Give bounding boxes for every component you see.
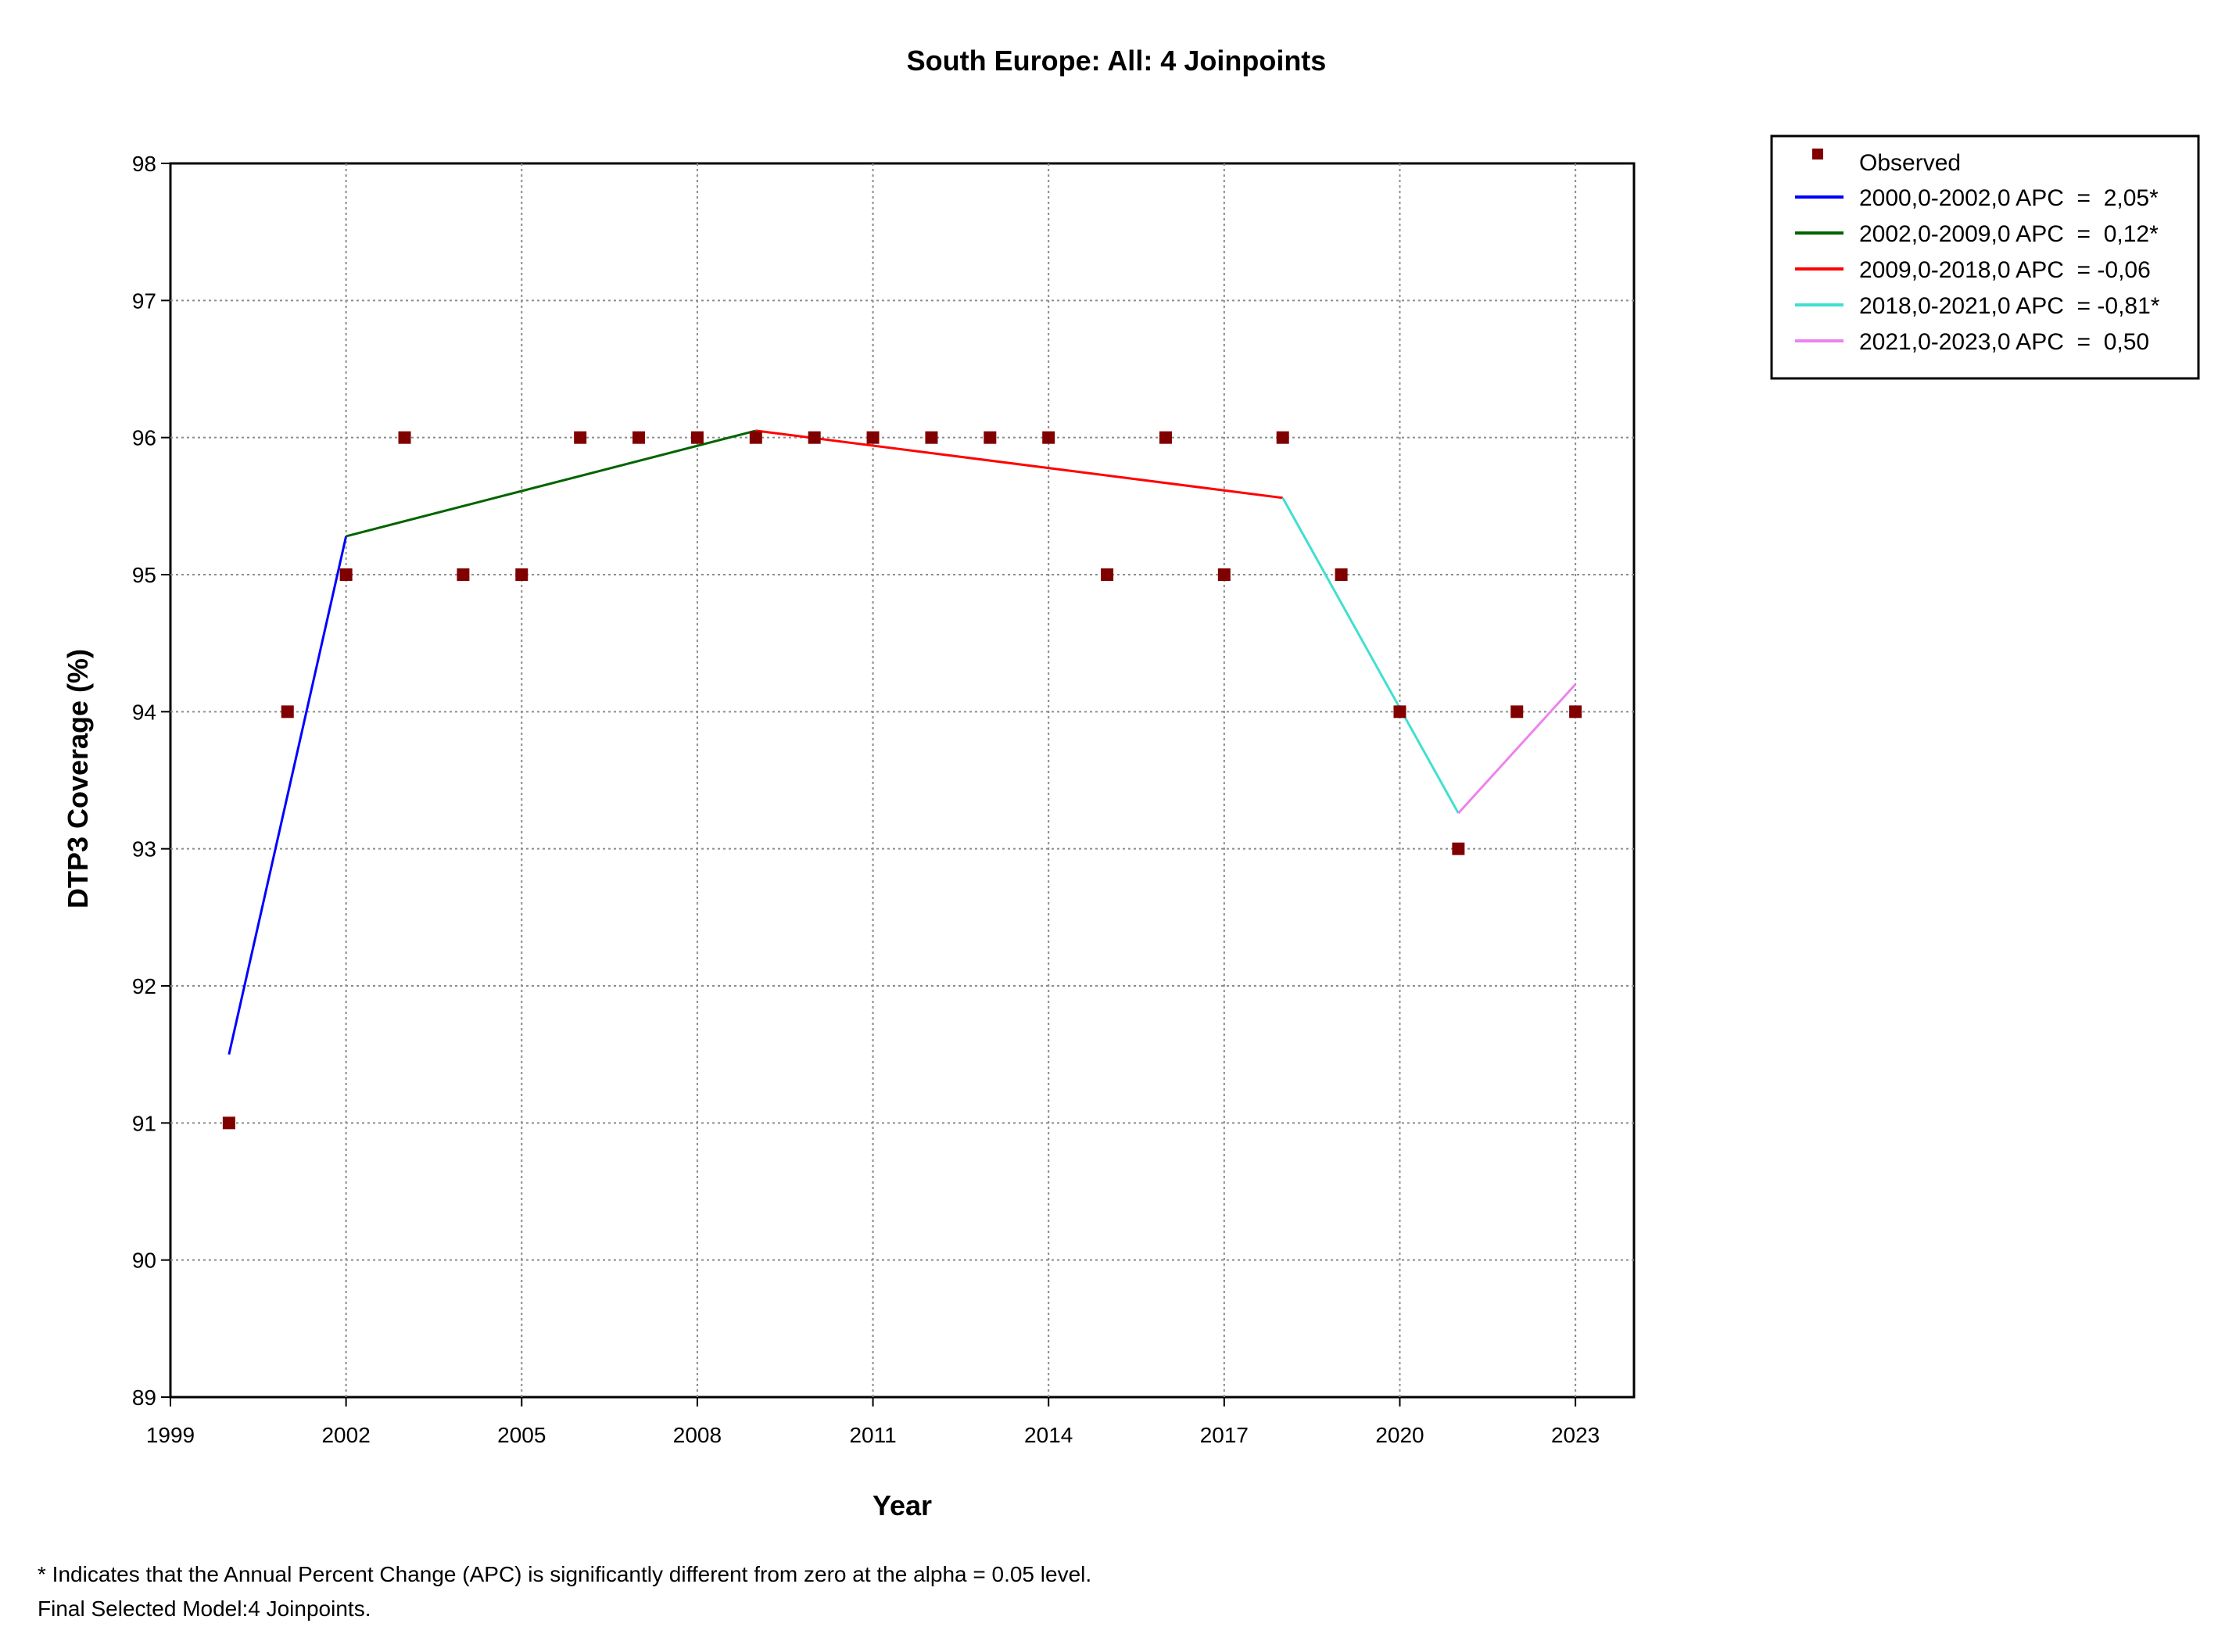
x-tick-label: 2014 (1024, 1423, 1073, 1447)
trend-lines (228, 429, 1577, 1055)
observed-point (281, 705, 294, 718)
observed-point (866, 431, 880, 444)
observed-point (1042, 431, 1055, 444)
trend-segment (755, 429, 1283, 500)
observed-points (222, 431, 1582, 1130)
legend-label: 2021,0-2023,0 APC = 0,50 (1859, 329, 2149, 355)
observed-point (1452, 842, 1465, 855)
observed-point (984, 431, 997, 444)
y-tick-label: 98 (132, 152, 156, 176)
observed-point (1276, 431, 1289, 444)
x-tick-label: 2005 (497, 1423, 546, 1447)
observed-point (808, 431, 821, 444)
y-tick-label: 92 (132, 974, 156, 998)
y-tick-label: 95 (132, 563, 156, 587)
legend-label: 2000,0-2002,0 APC = 2,05* (1859, 185, 2159, 211)
observed-point (1510, 705, 1524, 718)
y-tick-label: 97 (132, 288, 156, 313)
observed-point (398, 431, 411, 444)
observed-point (1159, 431, 1172, 444)
x-tick-label: 2017 (1200, 1423, 1249, 1447)
x-tick-label: 2023 (1551, 1423, 1600, 1447)
legend-marker-observed (1812, 149, 1823, 159)
y-tick-label: 93 (132, 837, 156, 862)
legend-label: 2009,0-2018,0 APC = -0,06 (1859, 257, 2151, 283)
trend-segment (228, 536, 348, 1055)
observed-point (339, 568, 353, 581)
x-tick-label: 2008 (673, 1423, 722, 1447)
y-tick-label: 89 (132, 1385, 156, 1410)
x-axis-title: Year (873, 1489, 932, 1521)
observed-point (925, 431, 938, 444)
x-tick-label: 2020 (1375, 1423, 1424, 1447)
observed-point (515, 568, 529, 581)
legend-label: 2002,0-2009,0 APC = 0,12* (1859, 221, 2159, 247)
observed-point (632, 431, 646, 444)
trend-segment (346, 429, 757, 538)
observed-point (1335, 568, 1348, 581)
footnote-significance: * Indicates that the Annual Percent Chan… (38, 1562, 1092, 1586)
observed-point (690, 431, 704, 444)
chart-title: South Europe: All: 4 Joinpoints (907, 45, 1327, 77)
observed-point (1393, 705, 1406, 718)
observed-point (574, 431, 587, 444)
trend-segment (1281, 497, 1460, 814)
trend-segment (1457, 683, 1577, 815)
observed-point (749, 431, 762, 444)
observed-point (1101, 568, 1114, 581)
x-tick-label: 2011 (849, 1423, 896, 1447)
legend-label-observed: Observed (1859, 150, 1961, 176)
legend-box (1770, 134, 2200, 380)
observed-point (222, 1116, 235, 1130)
axis-ticks: 1999 2002 2005 2008 2011 2014 2017 2020 2023 98 97… (132, 152, 1600, 1447)
legend-label: 2018,0-2021,0 APC = -0,81* (1859, 293, 2160, 319)
y-tick-label: 90 (132, 1249, 156, 1273)
legend: Observed 2000,0-2002,0 APC = 2,05* 2002,0-… (1770, 134, 2200, 380)
y-axis-title: DTP3 Coverage (%) (62, 649, 94, 908)
footnote-model: Final Selected Model:4 Joinpoints. (38, 1596, 371, 1621)
y-tick-label: 91 (132, 1111, 156, 1135)
observed-point (457, 568, 470, 581)
y-tick-label: 94 (132, 700, 156, 724)
x-tick-label: 1999 (146, 1423, 195, 1447)
observed-point (1569, 705, 1582, 718)
observed-point (1217, 568, 1231, 581)
y-tick-label: 96 (132, 426, 156, 450)
plot-area (169, 162, 1636, 1399)
x-tick-label: 2002 (321, 1423, 370, 1447)
